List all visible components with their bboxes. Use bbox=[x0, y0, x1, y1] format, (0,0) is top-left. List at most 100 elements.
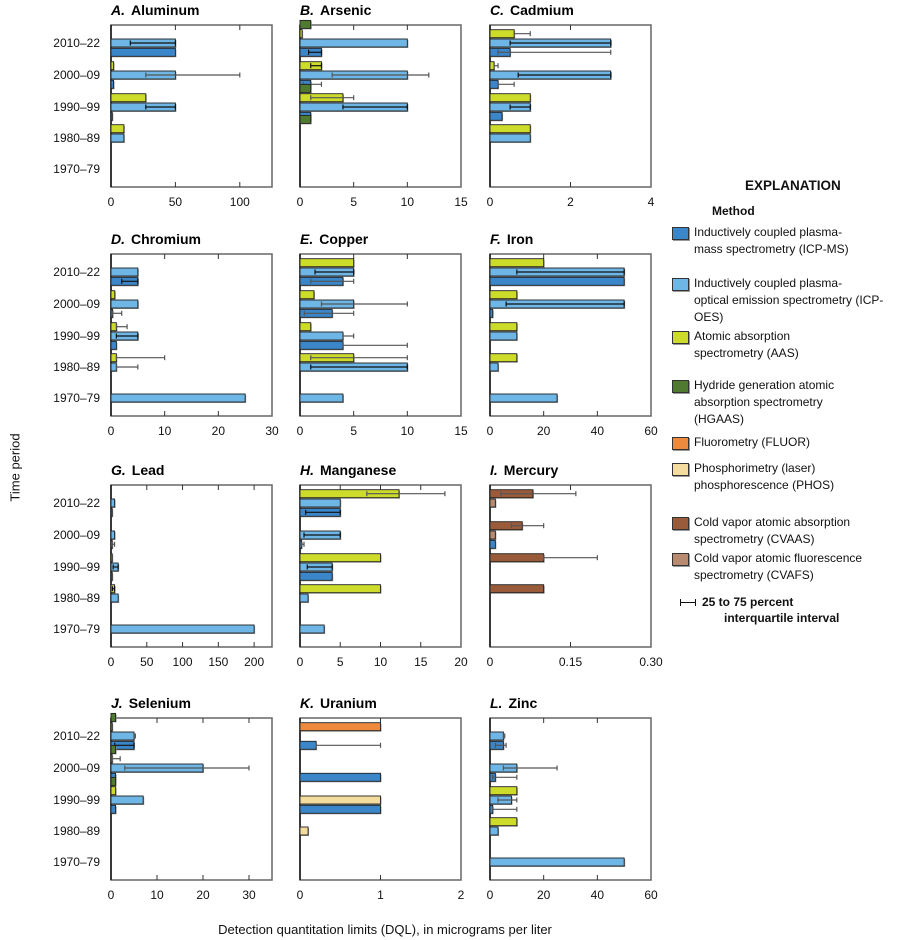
panel-name: Copper bbox=[319, 231, 369, 247]
legend-label-line: Inductively coupled plasma- bbox=[694, 225, 843, 239]
bar-icp-ms bbox=[110, 507, 113, 517]
panel-aluminum: A. Aluminum 0 50 100 2010–22 2000–09 1990–99 198… bbox=[53, 2, 273, 209]
panel-letter: G. bbox=[111, 462, 126, 478]
bar-aas bbox=[489, 124, 531, 134]
bar-icp-oes bbox=[489, 393, 558, 403]
period-label: 2000–09 bbox=[53, 528, 100, 542]
panel-letter: J. bbox=[111, 695, 123, 711]
panel-letter: K. bbox=[300, 695, 314, 711]
panel-name: Cadmium bbox=[510, 2, 574, 18]
x-tick-label: 100 bbox=[230, 195, 250, 209]
legend-label-line: Phosphorimetry (laser) bbox=[694, 461, 816, 475]
panel-copper: E. Copper 0 5 10 15 bbox=[297, 231, 468, 438]
x-tick-label: 0 bbox=[297, 888, 304, 902]
bar-icp-oes bbox=[110, 393, 246, 403]
x-tick-label: 20 bbox=[537, 888, 551, 902]
x-tick-label: 5 bbox=[350, 195, 357, 209]
bar-cvafs bbox=[489, 498, 496, 508]
bar-icp-ms bbox=[299, 740, 317, 750]
x-tick-label: 40 bbox=[591, 888, 605, 902]
bar-aas bbox=[299, 290, 315, 300]
legend-label-icp-oes: Inductively coupled plasma-optical emiss… bbox=[694, 275, 905, 326]
panel-letter: A. bbox=[110, 2, 125, 18]
legend-label-line: mass spectrometry (ICP-MS) bbox=[694, 242, 849, 256]
legend-subtitle: Method bbox=[712, 204, 755, 218]
bar-icp-oes bbox=[110, 498, 116, 508]
bar-icp-ms bbox=[299, 571, 333, 581]
legend-label-line: optical emission spectrometry (ICP-OES) bbox=[694, 293, 884, 324]
x-tick-label: 0 bbox=[108, 195, 115, 209]
period-label: 1970–79 bbox=[53, 162, 100, 176]
legend-label-phos: Phosphorimetry (laser) phosphorescence (P… bbox=[694, 460, 834, 494]
bar-icp-oes bbox=[110, 795, 144, 805]
bar-icp-oes bbox=[110, 731, 135, 741]
x-tick-label: 0 bbox=[108, 888, 115, 902]
legend-swatch-hgaas bbox=[672, 380, 689, 393]
bar-aas bbox=[489, 258, 545, 268]
bar-icp-ms bbox=[489, 111, 503, 121]
panel-chromium: D. Chromium 0 10 20 30 2010–22 2000–09 1990–99 19… bbox=[53, 231, 279, 438]
bar-icp-oes bbox=[299, 38, 408, 48]
x-tick-label: 10 bbox=[401, 195, 415, 209]
panel-name: Selenium bbox=[129, 695, 191, 711]
x-tick-label: 15 bbox=[454, 424, 468, 438]
x-tick-label: 20 bbox=[196, 888, 210, 902]
bar-fluor bbox=[299, 722, 381, 732]
panel-name: Manganese bbox=[320, 462, 396, 478]
legend-label-line: spectrometry (AAS) bbox=[694, 346, 799, 360]
bar-cvafs bbox=[489, 530, 496, 540]
panel-title: F. Iron bbox=[490, 231, 533, 247]
bar-aas bbox=[489, 353, 518, 363]
panel-title: E. Copper bbox=[300, 231, 369, 247]
x-tick-label: 0 bbox=[297, 195, 304, 209]
legend-label-cvafs: Cold vapor atomic fluorescence spectromet… bbox=[694, 550, 862, 584]
bar-icp-oes bbox=[299, 393, 344, 403]
period-label: 1970–79 bbox=[53, 391, 100, 405]
bar-icp-ms bbox=[110, 47, 176, 57]
bar-phos bbox=[299, 795, 381, 805]
period-label: 2000–09 bbox=[53, 761, 100, 775]
panel-name: Iron bbox=[507, 231, 533, 247]
panel-title: I. Mercury bbox=[490, 462, 558, 478]
period-label: 1980–89 bbox=[53, 591, 100, 605]
legend-label-line: Atomic absorption bbox=[694, 329, 791, 343]
period-label: 1980–89 bbox=[53, 824, 100, 838]
bar-icp-oes bbox=[489, 362, 499, 372]
x-tick-label: 0 bbox=[487, 195, 494, 209]
period-label: 2010–22 bbox=[53, 496, 100, 510]
x-tick-label: 10 bbox=[158, 424, 172, 438]
legend-swatch-phos bbox=[672, 463, 689, 476]
x-tick-label: 60 bbox=[644, 888, 658, 902]
panel-name: Aluminum bbox=[131, 2, 199, 18]
x-tick-label: 30 bbox=[265, 424, 279, 438]
legend-label-line: phosphorescence (PHOS) bbox=[694, 478, 835, 492]
bar-icp-oes bbox=[110, 530, 116, 540]
bar-icp-ms bbox=[110, 340, 117, 350]
panel-lead: G. Lead 0 50 100 150 200 2010–22 2000–09 1990–99 1… bbox=[53, 462, 273, 669]
bar-hgaas bbox=[299, 83, 312, 93]
bar-icp-oes bbox=[489, 826, 499, 836]
period-label: 2000–09 bbox=[53, 68, 100, 82]
bar-cvaas bbox=[489, 553, 545, 563]
panel-name: Uranium bbox=[320, 695, 377, 711]
panel-letter: F. bbox=[490, 231, 501, 247]
panel-name: Zinc bbox=[508, 695, 537, 711]
legend-iqr-line: 25 to 75 percent bbox=[702, 595, 794, 609]
plot-frame bbox=[489, 717, 652, 881]
legend-label-line: spectrometry (CVAAS) bbox=[694, 532, 815, 546]
bar-icp-oes bbox=[489, 731, 504, 741]
bar-phos bbox=[299, 826, 309, 836]
panel-uranium: K. Uranium 0 1 2 bbox=[297, 695, 465, 902]
panel-title: H. Manganese bbox=[300, 462, 396, 478]
period-label: 1980–89 bbox=[53, 360, 100, 374]
panel-letter: I. bbox=[490, 462, 498, 478]
legend-swatch-icp-oes bbox=[672, 278, 689, 291]
panel-zinc: L. Zinc 0 20 40 60 bbox=[487, 695, 658, 902]
legend-swatch-fluor bbox=[672, 437, 689, 450]
bar-aas bbox=[489, 61, 495, 71]
bar-aas bbox=[489, 786, 518, 796]
panel-title: A. Aluminum bbox=[110, 2, 199, 18]
panel-letter: L. bbox=[490, 695, 502, 711]
